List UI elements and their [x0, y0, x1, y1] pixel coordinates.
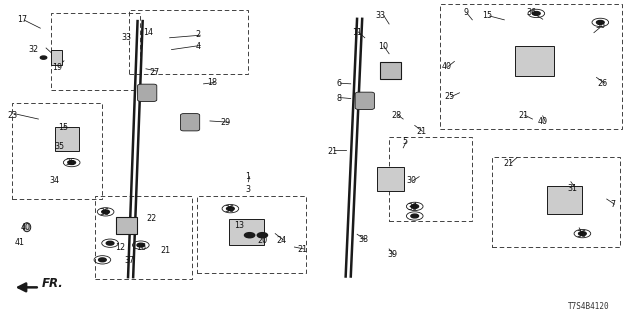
Text: 38: 38	[358, 235, 369, 244]
Text: 1: 1	[245, 172, 250, 181]
Text: 24: 24	[276, 236, 287, 245]
Bar	[229, 219, 264, 245]
Text: 36: 36	[65, 158, 76, 167]
Bar	[51, 50, 62, 65]
Text: 5: 5	[403, 137, 408, 146]
Text: 29: 29	[221, 118, 231, 127]
Text: 2: 2	[196, 30, 201, 39]
Text: 16: 16	[136, 243, 146, 252]
Text: 27: 27	[150, 68, 160, 76]
Text: 18: 18	[207, 78, 218, 87]
Bar	[389, 137, 472, 221]
Text: 36: 36	[595, 21, 605, 30]
FancyBboxPatch shape	[355, 92, 374, 109]
Text: 33: 33	[376, 11, 386, 20]
Text: 23: 23	[8, 111, 18, 120]
Text: 14: 14	[143, 28, 154, 36]
Circle shape	[532, 12, 540, 15]
Text: 36: 36	[408, 203, 418, 212]
Text: 37: 37	[125, 256, 135, 265]
Text: 35: 35	[54, 142, 65, 151]
Bar	[51, 13, 140, 90]
Text: 36: 36	[224, 205, 234, 214]
Bar	[12, 103, 102, 199]
Circle shape	[227, 207, 234, 211]
Text: 21: 21	[416, 127, 426, 136]
Text: 20: 20	[257, 236, 268, 245]
Bar	[377, 167, 404, 191]
Text: 21: 21	[328, 147, 338, 156]
Text: 17: 17	[17, 15, 28, 24]
Text: 40: 40	[538, 117, 548, 126]
Bar	[55, 127, 79, 151]
Text: 8: 8	[337, 94, 342, 103]
Circle shape	[257, 233, 268, 238]
Text: 36: 36	[576, 230, 586, 239]
Text: 34: 34	[49, 176, 60, 185]
Circle shape	[106, 241, 114, 245]
Bar	[95, 196, 192, 279]
Bar	[380, 61, 401, 79]
Text: 36: 36	[526, 8, 536, 17]
Circle shape	[411, 214, 419, 218]
Text: 12: 12	[115, 243, 125, 252]
Text: 13: 13	[234, 221, 244, 230]
Circle shape	[40, 56, 47, 59]
Bar	[129, 10, 248, 74]
Text: 15: 15	[483, 11, 493, 20]
Text: 21: 21	[160, 246, 170, 255]
Circle shape	[102, 210, 109, 214]
Text: 19: 19	[52, 63, 63, 72]
Text: 30: 30	[406, 176, 417, 185]
Text: FR.: FR.	[42, 277, 63, 290]
Text: 15: 15	[58, 123, 68, 132]
Circle shape	[68, 161, 76, 164]
Text: 40: 40	[20, 223, 31, 232]
Bar	[547, 186, 582, 214]
Ellipse shape	[23, 223, 31, 232]
Text: 28: 28	[392, 111, 402, 120]
Text: 6: 6	[337, 79, 342, 88]
FancyBboxPatch shape	[138, 84, 157, 101]
Circle shape	[411, 204, 419, 208]
Circle shape	[99, 258, 106, 262]
Text: 25: 25	[444, 92, 454, 101]
Text: 31: 31	[568, 184, 578, 193]
Text: 10: 10	[378, 42, 388, 51]
Bar	[197, 196, 306, 273]
Text: 9: 9	[463, 8, 468, 17]
Text: 11: 11	[352, 28, 362, 36]
Text: 7: 7	[611, 200, 616, 209]
Circle shape	[596, 20, 604, 24]
Text: 21: 21	[518, 111, 529, 120]
Text: 36: 36	[99, 208, 109, 217]
FancyBboxPatch shape	[180, 114, 200, 131]
Circle shape	[244, 233, 255, 238]
Text: T7S4B4120: T7S4B4120	[568, 302, 610, 311]
Text: 4: 4	[196, 42, 201, 51]
Text: 26: 26	[598, 79, 608, 88]
Text: 32: 32	[29, 45, 39, 54]
Text: 21: 21	[504, 159, 514, 168]
Text: 40: 40	[442, 62, 452, 71]
Bar	[440, 4, 622, 129]
Bar	[116, 217, 137, 235]
Bar	[492, 157, 620, 247]
Text: 3: 3	[245, 185, 250, 194]
Text: 39: 39	[387, 250, 397, 259]
Circle shape	[137, 243, 145, 247]
Text: 22: 22	[147, 214, 157, 223]
Text: 21: 21	[297, 245, 307, 254]
Text: 41: 41	[14, 238, 24, 247]
Bar	[515, 46, 554, 76]
Text: 33: 33	[122, 33, 132, 42]
Circle shape	[579, 232, 586, 236]
